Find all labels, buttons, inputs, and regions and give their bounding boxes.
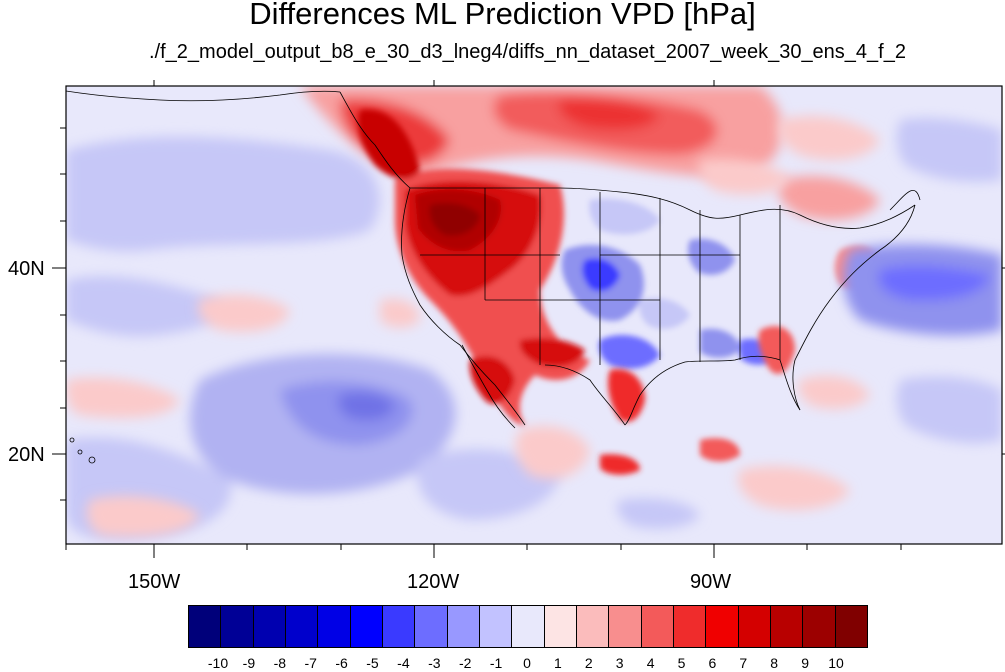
lon-label-150w: 150W bbox=[128, 571, 181, 593]
colorbar-swatch-10 bbox=[512, 606, 545, 647]
colorbar-label: 3 bbox=[615, 655, 624, 671]
colorbar-swatch-14 bbox=[641, 606, 674, 647]
colorbar-swatch-8 bbox=[447, 606, 480, 647]
hawaii-islands bbox=[69, 437, 96, 464]
colorbar-label: 9 bbox=[801, 655, 809, 671]
colorbar-label: 1 bbox=[553, 655, 562, 671]
colorbar-label: -6 bbox=[335, 655, 348, 671]
north-pink bbox=[698, 116, 880, 195]
colorbar-swatch-1 bbox=[221, 606, 254, 647]
colorbar-swatch-6 bbox=[382, 606, 416, 647]
colorbar-swatch-2 bbox=[253, 606, 286, 647]
page-subtitle: ./f_2_model_output_b8_e_30_d3_lneg4/diff… bbox=[149, 41, 906, 63]
colorbar-swatch-17 bbox=[738, 606, 771, 647]
colorbar-swatch-13 bbox=[609, 606, 642, 647]
colorbar-swatch-15 bbox=[673, 606, 707, 647]
colorbar bbox=[188, 605, 868, 648]
colorbar-label: -10 bbox=[207, 655, 229, 671]
colorbar-swatch-18 bbox=[770, 606, 804, 647]
colorbar-swatch-11 bbox=[544, 606, 577, 647]
colorbar-label: -5 bbox=[366, 655, 379, 671]
colorbar-swatch-9 bbox=[479, 606, 513, 647]
colorbar-swatch-12 bbox=[576, 606, 610, 647]
colorbar-swatch-7 bbox=[415, 606, 448, 647]
colorbar-label: 8 bbox=[770, 655, 779, 671]
colorbar-label: 6 bbox=[708, 655, 717, 671]
lat-label-20n: 20N bbox=[8, 444, 45, 466]
colorbar-label: -9 bbox=[242, 655, 256, 671]
lon-label-120w: 120W bbox=[407, 571, 460, 593]
pacific-pink-patches bbox=[66, 294, 590, 537]
central-us-blue bbox=[561, 198, 775, 369]
colorbar-swatch-3 bbox=[285, 606, 319, 647]
colorbar-label: 7 bbox=[739, 655, 748, 671]
map-field bbox=[66, 86, 1002, 544]
coastlines-and-borders bbox=[66, 90, 921, 429]
colorbar-swatch-0 bbox=[189, 606, 222, 647]
colorbar-label: -7 bbox=[304, 655, 317, 671]
page-title: Differences ML Prediction VPD [hPa] bbox=[249, 0, 756, 31]
colorbar-label: -1 bbox=[489, 655, 503, 671]
colorbar-swatch-20 bbox=[835, 606, 867, 647]
lon-label-90w: 90W bbox=[690, 571, 732, 593]
colorbar-label: 4 bbox=[646, 655, 655, 671]
colorbar-label: -8 bbox=[273, 655, 287, 671]
western-red-core bbox=[358, 109, 590, 426]
colorbar-label: 5 bbox=[677, 655, 686, 671]
colorbar-swatch-4 bbox=[318, 606, 351, 647]
colorbar-label: 10 bbox=[828, 655, 844, 671]
lat-label-40n: 40N bbox=[8, 258, 45, 280]
colorbar-label: -2 bbox=[458, 655, 472, 671]
atlantic-blue bbox=[617, 118, 1002, 529]
colorbar-swatch-16 bbox=[706, 606, 739, 647]
colorbar-label: 0 bbox=[523, 655, 531, 671]
colorbar-label: -3 bbox=[428, 655, 441, 671]
colorbar-label: 2 bbox=[584, 655, 593, 671]
colorbar-label: -4 bbox=[397, 655, 410, 671]
colorbar-swatch-5 bbox=[350, 606, 383, 647]
colorbar-swatch-19 bbox=[803, 606, 836, 647]
axis-ticks bbox=[52, 80, 1005, 558]
